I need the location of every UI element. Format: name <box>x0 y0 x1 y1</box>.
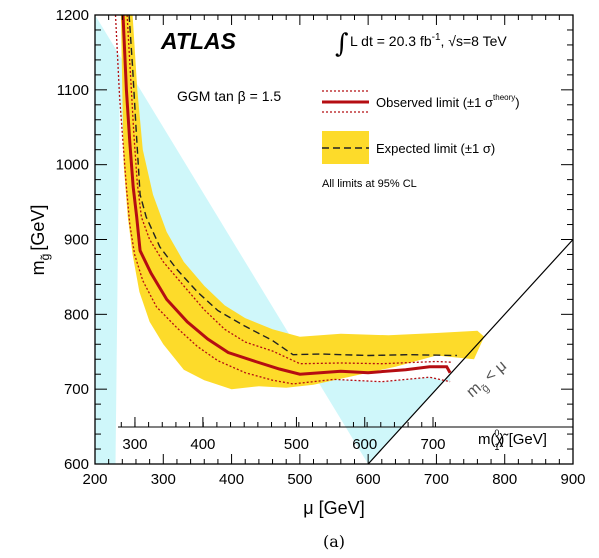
excluded-region-label: mg̃ < μ <box>463 357 512 404</box>
integral-symbol: ∫ <box>335 29 349 59</box>
annotations: ATLAS ∫ L dt = 20.3 fb-1, √s=8 TeV GGM t… <box>28 28 547 551</box>
x-tick-label: 800 <box>492 471 517 488</box>
y-tick-label: 1200 <box>56 7 89 24</box>
luminosity-label: L dt = 20.3 fb-1, √s=8 TeV <box>350 32 507 49</box>
y-axis-sub: g̃ <box>38 254 52 261</box>
x-tick-label: 900 <box>560 471 585 488</box>
observed-limit-up-line <box>126 15 452 365</box>
atlas-label: ATLAS <box>160 28 237 54</box>
x-tick-label: 300 <box>151 471 176 488</box>
y-tick-label: 700 <box>64 381 89 398</box>
model-label: GGM tan β = 1.5 <box>177 88 281 104</box>
observed-limit-down-line <box>114 15 451 385</box>
neutralino-tick-label: 300 <box>122 436 147 453</box>
y-tick-label: 1000 <box>56 157 89 174</box>
neutralino-axis-sup: 0 <box>494 428 499 438</box>
x-tick-label: 700 <box>424 471 449 488</box>
neutralino-axis-unit: ) [GeV] <box>499 431 547 448</box>
y-tick-label: 800 <box>64 306 89 323</box>
x-tick-label: 600 <box>356 471 381 488</box>
neutralino-axis-m: m(χ̃ <box>478 431 509 448</box>
axes: 200 300 400 500 600 700 800 900 600 700 800 900 1000… <box>56 7 586 488</box>
cl-note: All limits at 95% CL <box>322 178 417 190</box>
neutralino-axis-label: m(χ̃0 1) [GeV] <box>478 428 547 452</box>
x-tick-label: 400 <box>219 471 244 488</box>
y-axis-m: m <box>28 260 48 275</box>
luminosity-text: L dt = 20.3 fb <box>350 33 432 49</box>
y-tick-label: 900 <box>64 232 89 249</box>
legend-observed-label: Observed limit (±1 σtheory) <box>376 93 520 110</box>
y-axis-unit: [GeV] <box>28 205 48 251</box>
legend-expected-label: Expected limit (±1 σ) <box>376 141 495 156</box>
x-tick-label: 500 <box>287 471 312 488</box>
y-tick-label: 600 <box>64 456 89 473</box>
neutralino-tick-label: 700 <box>420 436 445 453</box>
x-axis-label: μ [GeV] <box>303 498 364 518</box>
neutralino-tick-label: 600 <box>352 436 377 453</box>
legend-observed-end: ) <box>515 95 519 110</box>
y-axis-label: mg̃ [GeV] <box>28 205 52 276</box>
x-tick-label: 200 <box>82 471 107 488</box>
excluded-region-m: m <box>463 379 484 401</box>
figure-caption: (a) <box>323 532 345 551</box>
legend-observed-sup: theory <box>493 93 515 102</box>
neutralino-axis-sub: 1 <box>494 442 499 452</box>
neutralino-tick-label: 500 <box>284 436 309 453</box>
luminosity-sep: , √s=8 TeV <box>441 33 508 49</box>
plot-area: 300 400 500 600 700 <box>95 15 573 464</box>
legend-observed-text: Observed limit (±1 σ <box>376 95 493 110</box>
y-tick-label: 1100 <box>57 82 89 99</box>
expected-limit-line <box>128 15 457 357</box>
observed-limit-line <box>121 15 452 376</box>
luminosity-sup: -1 <box>432 32 441 43</box>
expected-band <box>120 15 485 390</box>
neutralino-tick-label: 400 <box>190 436 215 453</box>
